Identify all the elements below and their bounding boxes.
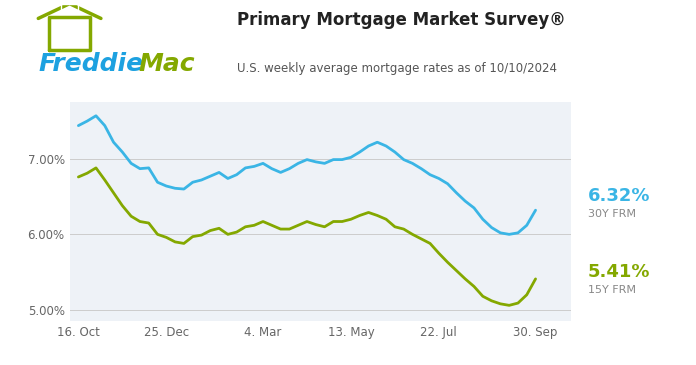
Text: Freddie: Freddie xyxy=(38,52,143,76)
Text: U.S. weekly average mortgage rates as of 10/10/2024: U.S. weekly average mortgage rates as of… xyxy=(237,62,557,75)
Text: Primary Mortgage Market Survey®: Primary Mortgage Market Survey® xyxy=(237,11,565,29)
Polygon shape xyxy=(61,4,78,10)
Text: 6.32%: 6.32% xyxy=(588,187,651,205)
Text: 15Y FRM: 15Y FRM xyxy=(588,285,636,295)
Text: 30Y FRM: 30Y FRM xyxy=(588,209,636,219)
Text: Mac: Mac xyxy=(139,52,195,76)
Text: 5.41%: 5.41% xyxy=(588,262,651,281)
